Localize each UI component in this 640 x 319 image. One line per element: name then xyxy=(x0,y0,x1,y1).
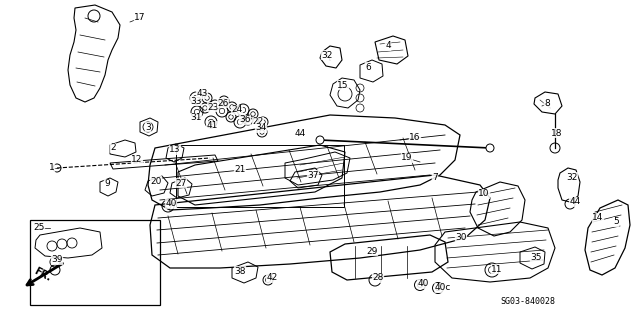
Text: 43: 43 xyxy=(196,90,208,99)
Text: 20: 20 xyxy=(150,176,162,186)
Text: 38: 38 xyxy=(234,266,246,276)
Text: 24: 24 xyxy=(232,106,243,115)
Text: 17: 17 xyxy=(134,13,146,23)
Text: 19: 19 xyxy=(401,153,413,162)
Text: 16: 16 xyxy=(409,133,420,143)
Text: 37: 37 xyxy=(307,170,319,180)
Text: 22: 22 xyxy=(252,117,264,127)
Circle shape xyxy=(486,144,494,152)
Text: 7: 7 xyxy=(432,174,438,182)
Text: 12: 12 xyxy=(131,155,143,165)
Text: 27: 27 xyxy=(175,179,187,188)
Text: 18: 18 xyxy=(551,129,563,137)
Text: 5: 5 xyxy=(613,218,619,226)
Text: 21: 21 xyxy=(234,166,246,174)
Bar xyxy=(176,145,344,207)
Text: 4: 4 xyxy=(385,41,391,50)
Text: 13: 13 xyxy=(169,145,180,154)
Text: 28: 28 xyxy=(372,273,384,283)
Text: 8: 8 xyxy=(544,100,550,108)
Text: 26: 26 xyxy=(218,99,228,108)
Text: 34: 34 xyxy=(255,123,267,132)
Text: 44: 44 xyxy=(294,129,306,137)
Text: 30: 30 xyxy=(455,233,467,241)
Text: 39: 39 xyxy=(51,256,63,264)
Text: 14: 14 xyxy=(592,213,604,222)
Text: FR.: FR. xyxy=(32,266,52,284)
Text: 40: 40 xyxy=(165,199,177,209)
Text: 6: 6 xyxy=(365,63,371,71)
Text: 15: 15 xyxy=(337,80,349,90)
Text: 25: 25 xyxy=(33,224,45,233)
Text: 40c: 40c xyxy=(435,284,451,293)
Text: 32: 32 xyxy=(321,50,333,60)
Text: 31: 31 xyxy=(190,114,202,122)
Text: 1: 1 xyxy=(49,164,55,173)
Text: 41: 41 xyxy=(206,122,218,130)
Text: 3: 3 xyxy=(145,122,151,131)
Text: 42: 42 xyxy=(266,273,278,283)
Text: 9: 9 xyxy=(104,180,110,189)
Text: 23: 23 xyxy=(207,102,219,112)
Text: SG03-840028: SG03-840028 xyxy=(500,297,555,306)
Text: 35: 35 xyxy=(531,253,541,262)
Text: 40: 40 xyxy=(417,279,429,288)
Text: 2: 2 xyxy=(110,144,116,152)
Text: 11: 11 xyxy=(492,264,503,273)
Text: 36: 36 xyxy=(239,115,251,124)
Text: 33: 33 xyxy=(190,97,202,106)
Circle shape xyxy=(316,136,324,144)
Text: 10: 10 xyxy=(478,189,490,198)
Text: 29: 29 xyxy=(366,247,378,256)
Text: 32: 32 xyxy=(566,173,578,182)
Bar xyxy=(30,220,160,305)
Text: 44: 44 xyxy=(570,197,580,206)
